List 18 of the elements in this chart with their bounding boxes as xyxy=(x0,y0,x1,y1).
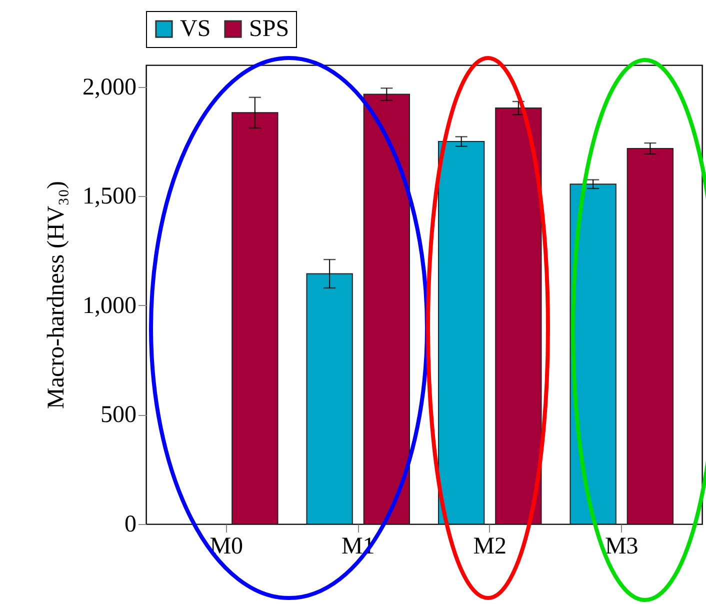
x-tick-label: M2 xyxy=(473,534,507,560)
bar xyxy=(495,108,542,524)
bar xyxy=(626,148,674,524)
bar xyxy=(306,273,353,524)
bar xyxy=(232,112,278,524)
y-axis-title: Macro-hardness (HV₃₀) xyxy=(44,181,70,409)
bar xyxy=(570,184,616,524)
y-tick-label: 500 xyxy=(100,402,136,428)
y-tick-label: 1,500 xyxy=(82,184,136,210)
bar xyxy=(438,141,485,524)
legend-label: SPS xyxy=(249,16,290,42)
x-tick-label: M0 xyxy=(210,534,244,560)
y-tick-label: 0 xyxy=(124,512,136,538)
y-tick-label: 2,000 xyxy=(82,74,136,100)
legend-label: VS xyxy=(180,16,211,42)
y-tick-label: 1,000 xyxy=(82,292,136,319)
x-tick-label: M3 xyxy=(604,534,638,560)
bar xyxy=(363,94,410,524)
